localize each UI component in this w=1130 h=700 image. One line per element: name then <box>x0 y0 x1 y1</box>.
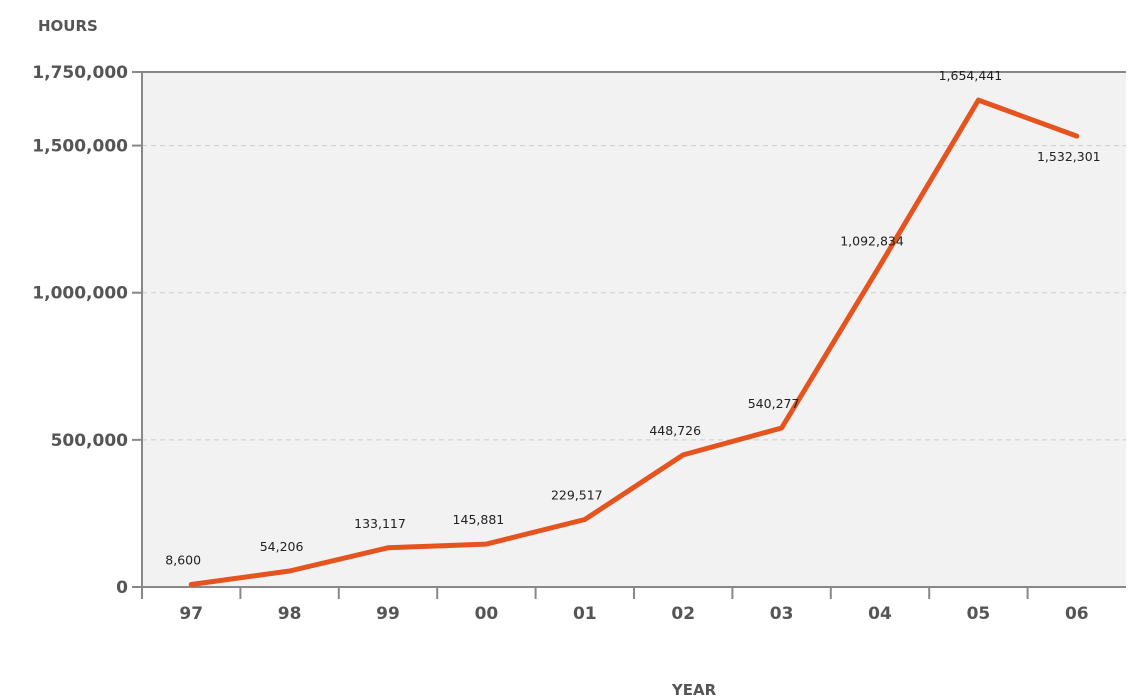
data-label: 229,517 <box>551 487 603 502</box>
x-tick-label: 03 <box>770 604 794 624</box>
data-label: 1,654,441 <box>939 68 1003 83</box>
data-label: 448,726 <box>649 423 701 438</box>
y-tick-label: 1,750,000 <box>32 63 128 83</box>
x-axis-title: YEAR <box>671 681 717 699</box>
x-tick-label: 04 <box>868 604 892 624</box>
data-label: 133,117 <box>354 516 406 531</box>
series-line <box>188 97 1080 587</box>
data-label: 8,600 <box>165 552 201 567</box>
x-tick-label: 97 <box>179 604 203 624</box>
plot-area <box>142 72 1126 587</box>
x-tick-label: 00 <box>475 604 499 624</box>
data-label: 54,206 <box>260 539 304 554</box>
x-tick-label: 05 <box>967 604 991 624</box>
gridlines <box>142 71 1126 441</box>
y-tick-label: 1,500,000 <box>32 137 128 157</box>
x-tick-label: 02 <box>671 604 695 624</box>
data-label: 1,092,834 <box>840 233 904 248</box>
y-axis-title: HOURS <box>38 17 98 35</box>
x-tick-label: 01 <box>573 604 597 624</box>
data-label: 1,532,301 <box>1037 149 1101 164</box>
x-axis-ticks: 97 98 99 00 01 02 03 04 05 06 <box>179 587 1089 624</box>
y-tick-label: 0 <box>116 578 128 598</box>
data-labels: 8,600 54,206 133,117 145,881 229,517 448,726 5… <box>165 68 1100 567</box>
data-label: 540,277 <box>748 396 800 411</box>
y-tick-label: 1,000,000 <box>32 284 128 304</box>
data-label: 145,881 <box>453 512 505 527</box>
y-tick-label: 500,000 <box>51 431 129 451</box>
x-tick-label: 99 <box>376 604 400 624</box>
x-tick-label: 06 <box>1065 604 1089 624</box>
x-tick-label: 98 <box>278 604 302 624</box>
y-axis-ticks: 0 500,000 1,000,000 1,500,000 1,750,000 <box>32 63 142 598</box>
